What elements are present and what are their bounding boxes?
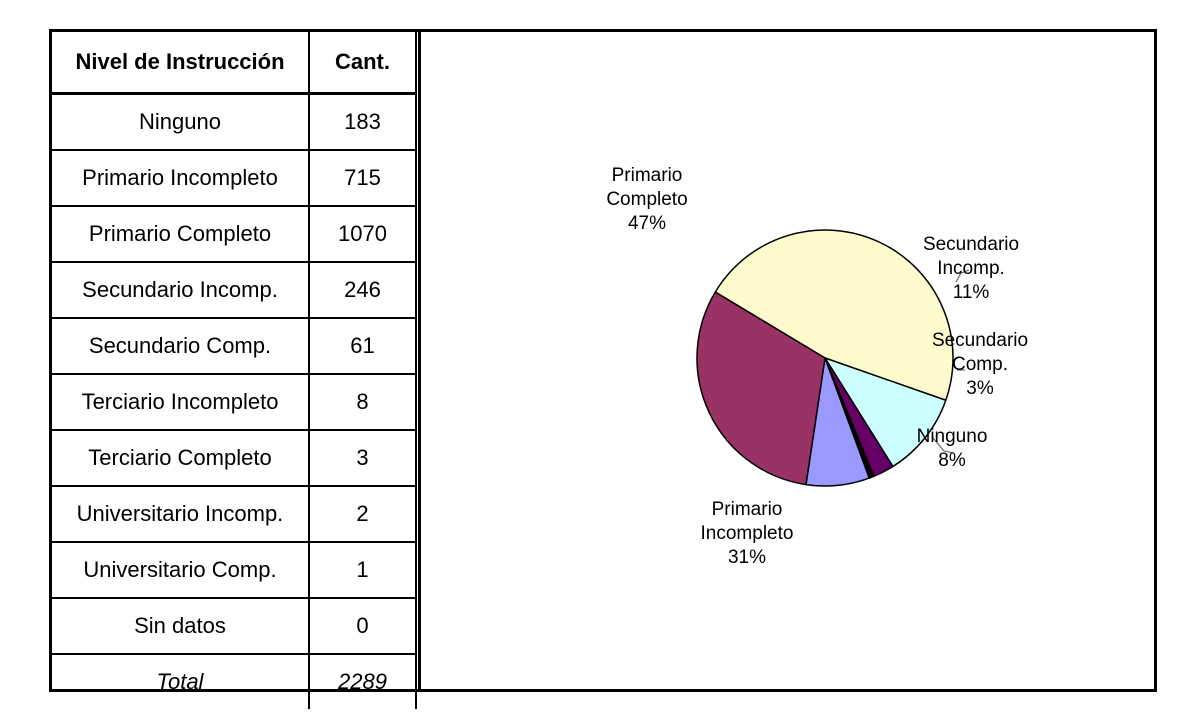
row-label: Terciario Completo	[52, 429, 310, 487]
row-label: Ninguno	[52, 92, 310, 151]
pie-chart: Primario Completo 47% Secundario Incomp. 11% S…	[606, 165, 1028, 568]
row-count: 0	[308, 597, 417, 655]
pie-data-label: Primario Incompleto 31%	[701, 499, 794, 568]
row-label: Terciario Incompleto	[52, 373, 310, 431]
table-row: Universitario Incomp. 2	[52, 485, 417, 543]
row-count: 246	[308, 261, 417, 319]
table-row: Primario Completo 1070	[52, 205, 417, 263]
total-label: Total	[52, 653, 310, 709]
row-label: Universitario Comp.	[52, 541, 310, 599]
table-row: Primario Incompleto 715	[52, 149, 417, 207]
leader-line	[955, 269, 970, 283]
row-count: 1070	[308, 205, 417, 263]
row-label: Primario Completo	[52, 205, 310, 263]
table-total-row: Total 2289	[52, 653, 417, 709]
pie-data-label: Ninguno 8%	[917, 426, 988, 471]
row-label: Secundario Incomp.	[52, 261, 310, 319]
header-level: Nivel de Instrucción	[52, 32, 310, 95]
row-label: Universitario Incomp.	[52, 485, 310, 543]
row-label: Secundario Comp.	[52, 317, 310, 375]
table-row: Sin datos 0	[52, 597, 417, 655]
row-count: 8	[308, 373, 417, 431]
pie-slice-primario-incompleto	[696, 291, 826, 486]
table-header-row: Nivel de Instrucción Cant.	[52, 32, 417, 95]
table-row: Universitario Comp. 1	[52, 541, 417, 599]
row-count: 1	[308, 541, 417, 599]
pie-chart-area: Primario Completo 47% Secundario Incomp. 11% S…	[418, 32, 1157, 689]
pie-data-label: Secundario Incomp. 11%	[923, 234, 1019, 303]
instruction-level-table: Nivel de Instrucción Cant. Ninguno 183 P…	[52, 32, 417, 709]
leader-line	[932, 437, 955, 454]
pie-slice-primario-completo	[714, 229, 954, 402]
table-row: Ninguno 183	[52, 92, 417, 151]
total-count: 2289	[308, 653, 417, 709]
row-label: Primario Incompleto	[52, 149, 310, 207]
table-row: Secundario Incomp. 246	[52, 261, 417, 319]
figure-frame: Nivel de Instrucción Cant. Ninguno 183 P…	[49, 29, 1157, 709]
row-count: 61	[308, 317, 417, 375]
table-row: Terciario Completo 3	[52, 429, 417, 487]
row-count: 183	[308, 92, 417, 151]
table-row: Secundario Comp. 61	[52, 317, 417, 375]
pie-data-label: Secundario Comp. 3%	[932, 330, 1028, 399]
pie-slice-secundario-incomp	[824, 357, 947, 468]
row-count: 715	[308, 149, 417, 207]
table-row: Terciario Incompleto 8	[52, 373, 417, 431]
row-count: 3	[308, 429, 417, 487]
pie-data-label: Primario Completo 47%	[606, 165, 687, 234]
header-count: Cant.	[308, 32, 417, 95]
row-count: 2	[308, 485, 417, 543]
row-label: Sin datos	[52, 597, 310, 655]
